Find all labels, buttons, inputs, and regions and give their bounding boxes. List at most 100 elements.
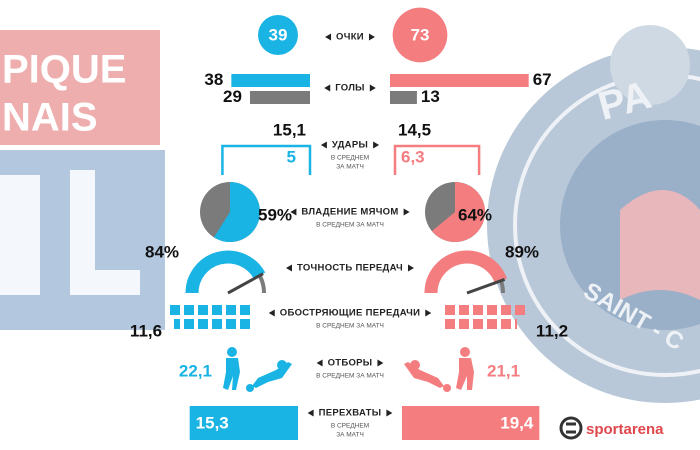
arrow-right — [368, 33, 375, 41]
key-pass-square — [501, 319, 511, 329]
gauge-arc — [424, 250, 507, 294]
key-passes-value: 11,2 — [536, 321, 568, 340]
arrow-right — [403, 208, 410, 216]
stat-label: ПЕРЕХВАТЫ — [319, 408, 382, 419]
stat-label: ОБОСТРЯЮЩИЕ ПЕРЕДАЧИ — [280, 308, 421, 319]
key-pass-square — [226, 305, 236, 315]
gauge-needle — [466, 278, 506, 295]
goals-bar — [231, 74, 310, 87]
ball-icon — [443, 384, 451, 392]
key-pass-square — [184, 319, 194, 329]
arrow-right — [425, 309, 432, 317]
arrow-left — [286, 264, 292, 272]
tackles-value: 22,1 — [179, 361, 212, 380]
key-pass-square — [240, 319, 250, 329]
stat-sublabel: В СРЕДНЕМ ЗА МАТЧ — [316, 373, 384, 380]
stat-label: ОТБОРЫ — [328, 358, 373, 369]
player-icon — [456, 358, 474, 390]
stat-sublabel: В СРЕДНЕМ — [331, 423, 369, 430]
shots-on-target: 5 — [287, 147, 296, 166]
goals-value: 67 — [533, 70, 552, 89]
stat-sublabel: В СРЕДНЕМ — [331, 155, 369, 162]
key-pass-square — [198, 319, 208, 329]
key-pass-square — [212, 319, 222, 329]
gauge-arc — [185, 250, 266, 294]
key-pass-square — [240, 305, 250, 315]
arrow-left — [307, 409, 314, 417]
possession-value: 64% — [458, 205, 492, 224]
ball-icon — [246, 384, 254, 392]
brand-icon — [559, 416, 583, 440]
key-passes-value: 11,6 — [130, 321, 162, 340]
shots-bracket — [221, 144, 312, 175]
pass-accuracy-value: 89% — [505, 242, 539, 261]
arrow-right — [369, 84, 376, 92]
arrow-right — [377, 359, 384, 367]
arrow-left — [325, 33, 332, 41]
arrow-left — [320, 141, 327, 149]
player-icon — [223, 358, 240, 390]
arrow-right — [373, 141, 380, 149]
player-icon — [252, 362, 292, 388]
key-pass-square — [184, 305, 194, 315]
points-circle — [392, 7, 448, 63]
brand-logo — [559, 416, 583, 440]
tackles-value: 21,1 — [487, 361, 520, 380]
goals-bar — [390, 91, 417, 104]
left-logo-text: NAIS — [2, 96, 98, 140]
stat-sublabel: В СРЕДНЕМ ЗА МАТЧ — [316, 222, 384, 229]
goals-value: 38 — [204, 70, 223, 89]
stat-label: ТОЧНОСТЬ ПЕРЕДАЧ — [297, 263, 403, 274]
shots-total: 14,5 — [398, 120, 431, 139]
key-pass-square — [487, 319, 497, 329]
key-pass-square — [487, 305, 497, 315]
shots-bracket — [393, 144, 481, 175]
left-logo-shape — [0, 170, 140, 295]
goals-bar — [390, 74, 529, 87]
left-logo-band — [0, 30, 160, 145]
pass-accuracy-value: 84% — [145, 242, 179, 261]
points-value: 73 — [411, 25, 430, 44]
points-value: 39 — [269, 25, 288, 44]
key-pass-square — [198, 305, 208, 315]
arrow-left — [290, 208, 297, 216]
background — [0, 25, 700, 403]
key-pass-square — [473, 305, 483, 315]
key-pass-square — [445, 305, 455, 315]
goals-value: 13 — [421, 87, 440, 106]
goals-value: 29 — [223, 87, 242, 106]
shots-on-target: 6,3 — [401, 147, 425, 166]
possession-slice — [431, 182, 485, 242]
brand-icon — [566, 422, 576, 434]
key-pass-square — [174, 319, 180, 329]
key-pass-square — [459, 305, 469, 315]
player-icon — [460, 347, 470, 357]
stat-sublabel: ЗА МАТЧ — [336, 164, 364, 171]
key-pass-square — [170, 305, 180, 315]
left-logo-text: PIQUE — [2, 48, 126, 92]
stat-label: ОЧКИ — [336, 32, 364, 43]
points-circle — [258, 15, 298, 55]
key-pass-square — [459, 319, 469, 329]
arrow-left — [268, 309, 275, 317]
key-pass-square — [515, 305, 525, 315]
key-pass-square — [501, 305, 511, 315]
arrow-left — [316, 359, 323, 367]
brand-name: sportarena — [586, 421, 664, 438]
stat-label: УДАРЫ — [332, 140, 368, 151]
possession-slice — [213, 182, 261, 243]
key-pass-square — [212, 305, 222, 315]
stat-sublabel: ЗА МАТЧ — [336, 432, 364, 439]
key-pass-square — [515, 319, 517, 329]
player-icon — [227, 347, 237, 357]
key-pass-square — [473, 319, 483, 329]
player-icon — [404, 362, 444, 388]
arrow-right — [408, 264, 414, 272]
gauge-needle — [227, 272, 264, 295]
key-pass-square — [445, 319, 455, 329]
arrow-right — [386, 409, 393, 417]
interceptions-bar — [402, 406, 540, 440]
stat-label: ГОЛЫ — [335, 83, 365, 94]
